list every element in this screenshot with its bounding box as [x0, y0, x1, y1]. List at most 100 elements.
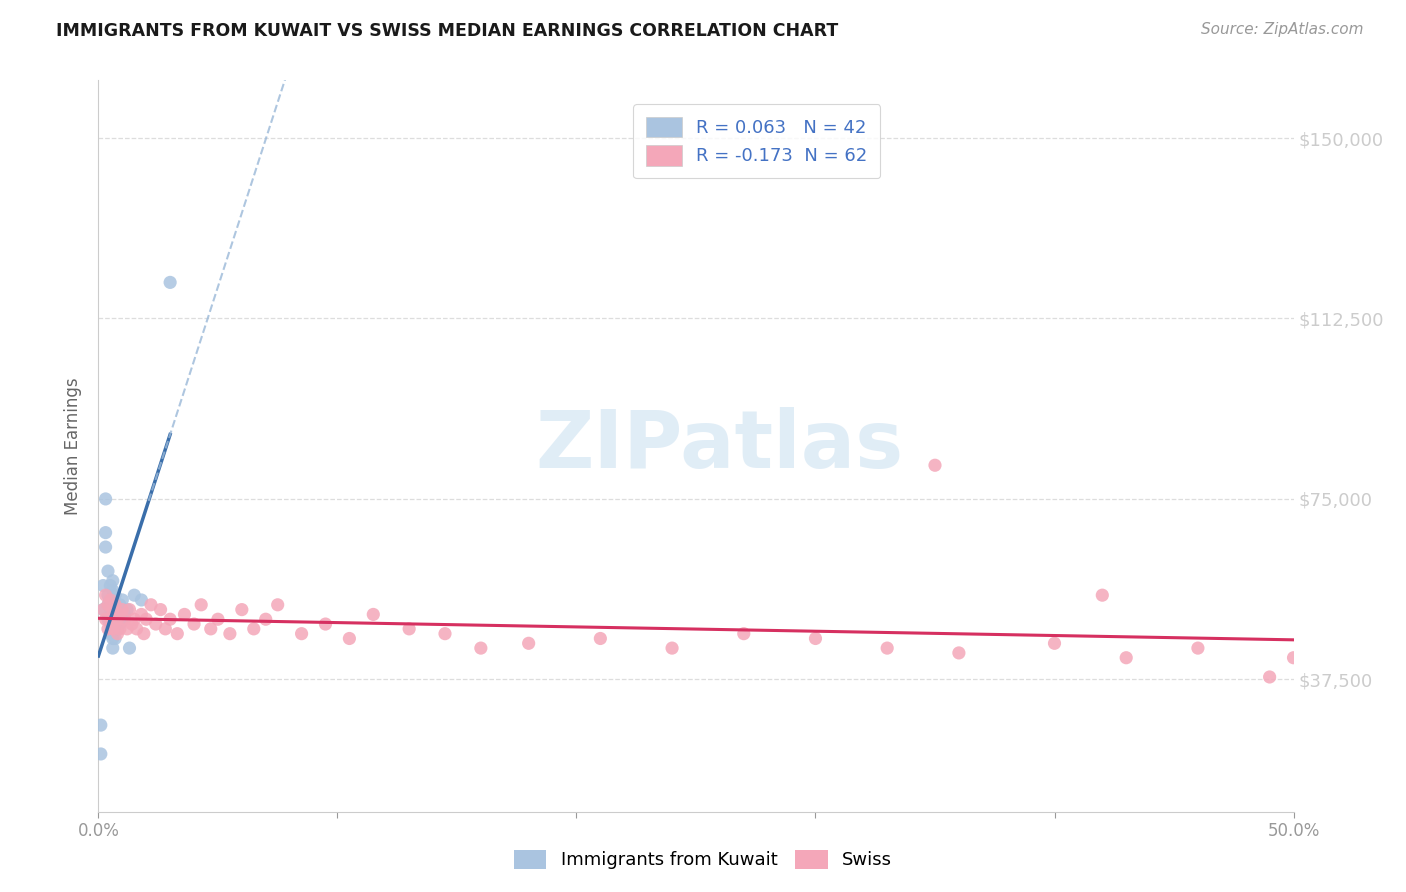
Point — [200, 622, 222, 636]
Point — [114, 607, 136, 622]
Point — [149, 602, 172, 616]
Point — [97, 612, 120, 626]
Point — [1282, 650, 1305, 665]
Point — [101, 641, 124, 656]
Point — [98, 578, 122, 592]
Point — [243, 622, 266, 636]
Point — [108, 622, 131, 636]
Point — [111, 593, 134, 607]
Text: ZIPatlas: ZIPatlas — [536, 407, 904, 485]
Point — [159, 276, 181, 290]
Point — [104, 617, 127, 632]
Point — [107, 602, 129, 616]
Point — [94, 491, 117, 506]
Point — [101, 602, 124, 616]
Point — [98, 612, 122, 626]
Point — [124, 588, 146, 602]
Point — [804, 632, 827, 646]
Point — [434, 626, 457, 640]
Point — [101, 583, 124, 598]
Point — [104, 632, 127, 646]
Y-axis label: Median Earnings: Median Earnings — [63, 377, 82, 515]
Point — [104, 588, 127, 602]
Point — [219, 626, 242, 640]
Text: IMMIGRANTS FROM KUWAIT VS SWISS MEDIAN EARNINGS CORRELATION CHART: IMMIGRANTS FROM KUWAIT VS SWISS MEDIAN E… — [56, 22, 838, 40]
Point — [98, 593, 122, 607]
Point — [107, 626, 129, 640]
Point — [1115, 650, 1137, 665]
Point — [97, 598, 120, 612]
Point — [98, 593, 122, 607]
Point — [1258, 670, 1281, 684]
Point — [104, 612, 127, 626]
Point — [267, 598, 290, 612]
Point — [132, 626, 155, 640]
Point — [948, 646, 970, 660]
Legend: Immigrants from Kuwait, Swiss: Immigrants from Kuwait, Swiss — [505, 841, 901, 879]
Point — [101, 632, 124, 646]
Point — [97, 598, 120, 612]
Point — [139, 598, 162, 612]
Point — [1091, 588, 1114, 602]
Point — [107, 612, 129, 626]
Point — [876, 641, 898, 656]
Point — [108, 607, 131, 622]
Point — [254, 612, 277, 626]
Point — [104, 598, 127, 612]
Point — [104, 622, 127, 636]
Point — [97, 588, 120, 602]
Point — [398, 622, 420, 636]
Point — [114, 612, 136, 626]
Point — [91, 578, 114, 592]
Point — [97, 622, 120, 636]
Point — [339, 632, 361, 646]
Point — [118, 602, 141, 616]
Point — [145, 617, 167, 632]
Point — [107, 622, 129, 636]
Point — [104, 602, 127, 616]
Point — [90, 718, 112, 732]
Point — [291, 626, 314, 640]
Point — [108, 617, 131, 632]
Point — [125, 622, 148, 636]
Point — [183, 617, 205, 632]
Point — [101, 622, 124, 636]
Point — [131, 593, 153, 607]
Point — [121, 617, 143, 632]
Point — [101, 622, 124, 636]
Point — [94, 525, 117, 540]
Point — [155, 622, 177, 636]
Point — [166, 626, 188, 640]
Point — [470, 641, 492, 656]
Point — [94, 540, 117, 554]
Point — [101, 574, 124, 588]
Point — [231, 602, 253, 616]
Point — [159, 612, 181, 626]
Point — [1043, 636, 1066, 650]
Point — [190, 598, 212, 612]
Point — [98, 602, 122, 616]
Point — [661, 641, 683, 656]
Point — [315, 617, 337, 632]
Text: Source: ZipAtlas.com: Source: ZipAtlas.com — [1201, 22, 1364, 37]
Point — [101, 602, 124, 616]
Point — [91, 602, 114, 616]
Legend: R = 0.063   N = 42, R = -0.173  N = 62: R = 0.063 N = 42, R = -0.173 N = 62 — [633, 104, 880, 178]
Point — [98, 626, 122, 640]
Point — [111, 602, 134, 616]
Point — [124, 612, 146, 626]
Point — [115, 622, 138, 636]
Point — [733, 626, 755, 640]
Point — [101, 612, 124, 626]
Point — [924, 458, 946, 473]
Point — [135, 612, 157, 626]
Point — [97, 564, 120, 578]
Point — [1187, 641, 1209, 656]
Point — [115, 602, 138, 616]
Point — [90, 747, 112, 761]
Point — [94, 588, 117, 602]
Point — [118, 641, 141, 656]
Point — [108, 598, 131, 612]
Point — [131, 607, 153, 622]
Point — [111, 612, 134, 626]
